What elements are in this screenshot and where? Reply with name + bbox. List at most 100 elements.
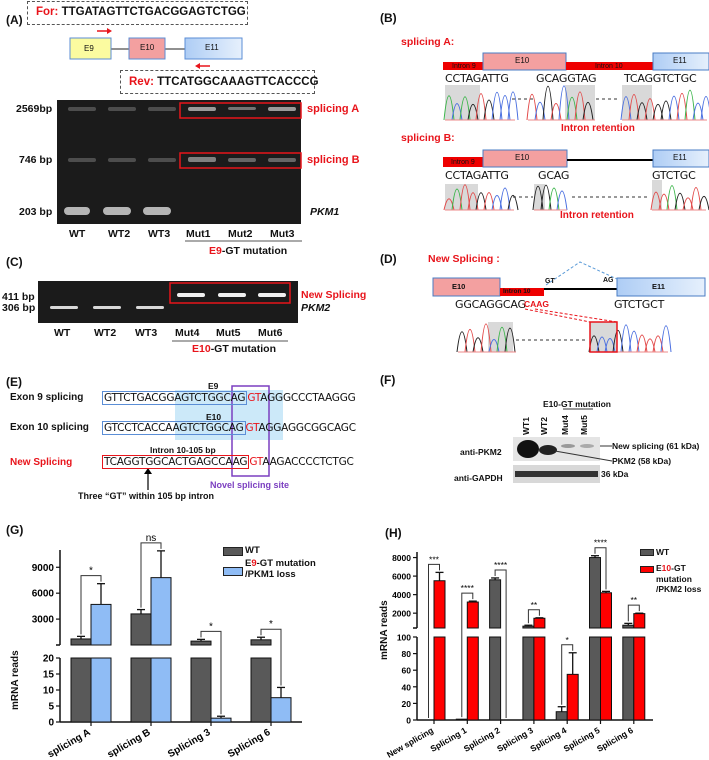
size-marker-203: 203 bp bbox=[19, 206, 53, 218]
bar-wt-lower bbox=[130, 657, 152, 723]
new-splicing-title: New Splicing : bbox=[428, 253, 500, 265]
new-splicing-band-label: New splicing (61 kDa) bbox=[612, 441, 700, 451]
y-tick-label: 2000 bbox=[392, 609, 411, 619]
bar-wt-upper bbox=[130, 613, 152, 646]
significance-bracket bbox=[527, 609, 540, 624]
lane-label: WT1 bbox=[521, 417, 531, 435]
y-tick-label: 9000 bbox=[32, 563, 55, 574]
x-tick-label: splicing B bbox=[106, 727, 153, 760]
y-tick-label: 0 bbox=[48, 718, 54, 729]
x-tick-label: Splicing 4 bbox=[528, 725, 568, 754]
chromatogram-peak bbox=[658, 193, 670, 211]
y-tick-label: 40 bbox=[402, 682, 412, 692]
sequence: CCTAGATTG bbox=[445, 169, 509, 182]
legend-wt: WT bbox=[656, 547, 670, 557]
forward-primer-label: For: bbox=[36, 6, 59, 18]
sequence: GCAG bbox=[538, 169, 570, 182]
lane-label: Mut6 bbox=[258, 327, 283, 339]
chromatogram-peak bbox=[636, 102, 648, 121]
chromatogram-peak bbox=[550, 102, 562, 121]
significance-bracket bbox=[200, 630, 222, 715]
legend-wt: WT bbox=[245, 545, 260, 556]
anti-pkm2-label: anti-PKM2 bbox=[460, 447, 502, 457]
significance-bracket bbox=[627, 604, 640, 622]
significance-bracket bbox=[260, 628, 282, 686]
lane-label: Mut3 bbox=[270, 228, 295, 240]
intron-retention-label: Intron retention bbox=[561, 123, 635, 134]
e11-label: E11 bbox=[652, 282, 665, 291]
panel-label-g: (G) bbox=[6, 523, 24, 537]
significance-label: * bbox=[566, 635, 570, 645]
chromatogram-peak bbox=[534, 101, 546, 121]
bar-mutant-lower bbox=[533, 636, 546, 721]
chromatogram-highlight bbox=[652, 180, 662, 210]
panel-a-gene-diagram bbox=[69, 28, 243, 69]
anti-gapdh-label: anti-GAPDH bbox=[454, 473, 503, 483]
bar-wt-upper bbox=[190, 640, 212, 646]
y-tick-label: 10 bbox=[43, 686, 55, 697]
x-tick-label: Splicing 3 bbox=[495, 725, 535, 754]
size-marker-411: 411 bp bbox=[2, 291, 35, 303]
bar-wt bbox=[555, 711, 568, 721]
chromatogram-peak bbox=[574, 91, 586, 121]
chromatogram-highlight bbox=[488, 322, 513, 352]
x-tick-label: Splicing 2 bbox=[462, 725, 502, 754]
y-tick-label: 100 bbox=[397, 633, 411, 643]
panel-label-f: (F) bbox=[380, 373, 396, 387]
significance-label: **** bbox=[461, 583, 475, 593]
chromatogram-peak bbox=[491, 194, 503, 211]
forward-primer-sequence: TTGATAGTTCTGACGGAGTCTGG bbox=[61, 6, 246, 18]
y-tick-label: 4000 bbox=[392, 590, 411, 600]
bar-wt-lower bbox=[522, 636, 535, 721]
intron10-label: Intron 10 bbox=[595, 63, 623, 70]
up-arrow-icon bbox=[144, 468, 152, 474]
legend-mut: E10-GT mutation/PKM2 loss bbox=[656, 563, 702, 595]
sequence: CCTAGATTG bbox=[445, 72, 509, 85]
significance-bracket bbox=[494, 569, 507, 718]
bar-wt-upper bbox=[70, 638, 92, 646]
lane-label: WT3 bbox=[135, 327, 158, 339]
lane-label: WT bbox=[69, 228, 86, 240]
e11-label: E11 bbox=[673, 153, 687, 162]
x-tick-label: Splicing 1 bbox=[429, 725, 469, 754]
e10-label: E10 bbox=[515, 153, 530, 162]
bar-mutant-upper bbox=[633, 613, 646, 629]
size-marker-746: 746 bp bbox=[19, 154, 53, 166]
significance-bracket bbox=[428, 563, 440, 718]
significance-label: * bbox=[209, 621, 213, 632]
splicing-b-highlight-box bbox=[179, 152, 302, 169]
forward-primer-box: For: TTGATAGTTCTGACGGAGTCTGG bbox=[27, 1, 248, 25]
lane-label: WT2 bbox=[108, 228, 131, 240]
lane-label: Mut4 bbox=[560, 415, 570, 435]
bar-mutant bbox=[270, 697, 292, 723]
chart-h-ylabel: mRNA reads bbox=[379, 600, 390, 660]
significance-label: * bbox=[269, 619, 273, 630]
panel-label-e: (E) bbox=[6, 375, 22, 389]
chromatogram-peak bbox=[660, 100, 672, 121]
bar-wt-upper bbox=[589, 557, 601, 629]
significance-label: * bbox=[89, 566, 93, 577]
significance-bracket bbox=[461, 592, 474, 718]
new-splicing-highlight-box bbox=[169, 282, 291, 304]
reverse-primer-label: Rev: bbox=[129, 76, 154, 88]
y-tick-label: 60 bbox=[402, 666, 412, 676]
x-tick-label: Splicing 3 bbox=[166, 727, 213, 760]
pkm2-band-label: PKM2 (58 kDa) bbox=[612, 456, 672, 466]
chromatogram-peak bbox=[698, 195, 709, 211]
chromatogram-peak bbox=[451, 188, 463, 211]
new-splicing-sequence: TCAGGTGGCACTGAGCCAAG GTAAGACCCCTCTGC bbox=[102, 455, 354, 469]
x-tick-label: Splicing 5 bbox=[562, 725, 602, 754]
bar-wt-lower bbox=[589, 636, 601, 721]
exon9-sequence: GTTCTGACGGAGTCTGGCAG GTAGGGCCCTAAGGG bbox=[102, 391, 356, 405]
lane-label: Mut5 bbox=[579, 415, 589, 435]
bar-mutant-upper bbox=[600, 592, 612, 629]
bar-mutant-lower bbox=[466, 636, 479, 721]
bar-mutant-upper bbox=[466, 601, 479, 629]
chromatogram-peak bbox=[504, 327, 516, 353]
lane-label: WT2 bbox=[539, 417, 549, 435]
exon-e10-label: E10 bbox=[140, 43, 155, 52]
size-marker-306: 306 bp bbox=[2, 302, 36, 314]
reverse-primer-sequence: TTCATGGCAAAGTTCACCCG bbox=[157, 76, 319, 88]
chart-g-ylabel: mRNA reads bbox=[10, 650, 21, 710]
